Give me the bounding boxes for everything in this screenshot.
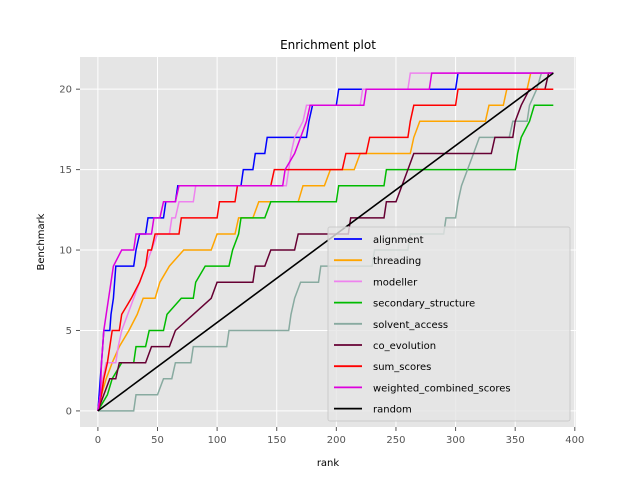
legend-box (327, 226, 571, 422)
chart-title: Enrichment plot (280, 38, 376, 52)
series-line-alignment (97, 72, 554, 411)
series-lines (97, 72, 554, 412)
series-line-co-evolution (97, 72, 554, 412)
series-line-secondary-structure (97, 104, 554, 412)
legend-label: threading (373, 256, 421, 267)
y-tick-label: 5 (66, 326, 72, 337)
legend-label: modeller (373, 277, 418, 288)
x-tick-label: 150 (267, 435, 286, 446)
y-tick-label: 0 (66, 406, 72, 417)
x-axis-label: rank (317, 458, 340, 469)
legend-label: co_evolution (373, 341, 436, 352)
x-tick-label: 0 (95, 435, 101, 446)
x-tick-label: 50 (151, 435, 164, 446)
legend-label: sum_scores (373, 362, 431, 373)
series-line-random (97, 72, 554, 412)
y-axis-ticks: 0 5 10 15 20 (59, 85, 80, 417)
legend-label: solvent_access (373, 320, 448, 331)
x-axis-ticks: 0 50 100 150 200 250 300 350 400 (95, 427, 584, 446)
legend: alignment threading modeller secondary_stru… (327, 226, 571, 422)
series-line-sum-scores (97, 88, 554, 412)
series-line-threading (97, 72, 554, 412)
x-tick-label: 300 (446, 435, 465, 446)
y-tick-label: 10 (59, 246, 72, 257)
y-tick-label: 15 (59, 165, 72, 176)
x-tick-label: 250 (386, 435, 405, 446)
legend-label: weighted_combined_scores (373, 383, 511, 394)
legend-label: alignment (373, 235, 424, 246)
x-tick-label: 200 (327, 435, 346, 446)
legend-label: random (373, 405, 412, 416)
series-line-weighted-combined-scores (97, 72, 554, 412)
legend-label: secondary_structure (373, 299, 475, 310)
x-tick-label: 400 (565, 435, 584, 446)
x-tick-label: 350 (506, 435, 525, 446)
y-axis-label: Benchmark (36, 213, 47, 270)
y-tick-label: 20 (59, 85, 72, 96)
x-tick-label: 100 (208, 435, 227, 446)
